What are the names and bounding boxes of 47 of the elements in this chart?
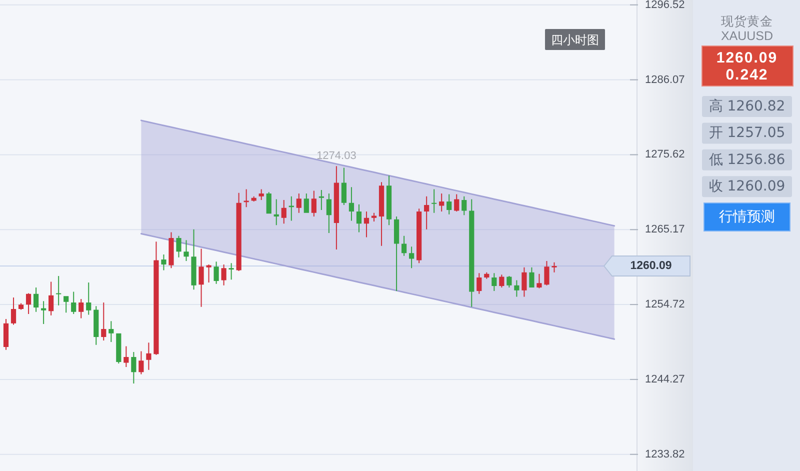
- candlestick: [228, 263, 234, 280]
- candlestick: [522, 267, 527, 297]
- candlestick: [146, 342, 152, 370]
- y-tick-label: 1286.07: [645, 74, 685, 86]
- text: 现货黄金: [721, 14, 773, 28]
- y-tick-label: 1254.72: [645, 298, 685, 311]
- text: 开 1257.05: [708, 125, 786, 142]
- candlestick: [536, 274, 542, 288]
- candlestick: [154, 242, 159, 355]
- candlestick: [409, 246, 414, 268]
- text: 收 1260.09: [708, 178, 786, 195]
- candlestick: [56, 276, 62, 306]
- candlestick: [168, 232, 174, 268]
- candlestick: [221, 264, 226, 286]
- candlestick: [318, 190, 324, 210]
- y-tick-label: 1265.17: [645, 224, 685, 236]
- y-tick-label: 1233.82: [645, 448, 685, 460]
- text: 行情预测: [719, 209, 775, 225]
- text: 低 1256.86: [708, 152, 786, 168]
- y-tick-label: 1244.27: [645, 373, 685, 386]
- y-tick-label: 1275.62: [645, 148, 685, 161]
- candlestick: [288, 196, 294, 221]
- candlestick: [161, 254, 166, 270]
- y-tick-label: 1296.52: [645, 0, 685, 11]
- candlestick: [432, 189, 437, 213]
- candlestick: [41, 301, 46, 324]
- text: XAUUSD: [720, 29, 774, 43]
- text: 高 1260.82: [708, 98, 786, 114]
- candlestick: [244, 189, 249, 208]
- candlestick: [198, 248, 204, 307]
- line-series: [140, 232, 616, 340]
- candlestick: [184, 240, 189, 261]
- candlestick: [176, 236, 182, 258]
- candlestick: [544, 260, 550, 286]
- candlestick: [274, 199, 279, 226]
- candlestick: [206, 264, 212, 282]
- text: 1260.09: [716, 50, 778, 66]
- line-series: [140, 120, 616, 227]
- text: 0.242: [726, 66, 768, 84]
- candlestick: [529, 267, 534, 288]
- annotation: 1274.03: [316, 150, 356, 162]
- candlestick: [108, 321, 114, 342]
- candlestick: [214, 262, 219, 284]
- ref-line-label: 1260.09: [630, 260, 672, 272]
- text: 四小时图: [551, 33, 599, 47]
- candlestick: [191, 229, 196, 290]
- candlestick: [552, 262, 557, 272]
